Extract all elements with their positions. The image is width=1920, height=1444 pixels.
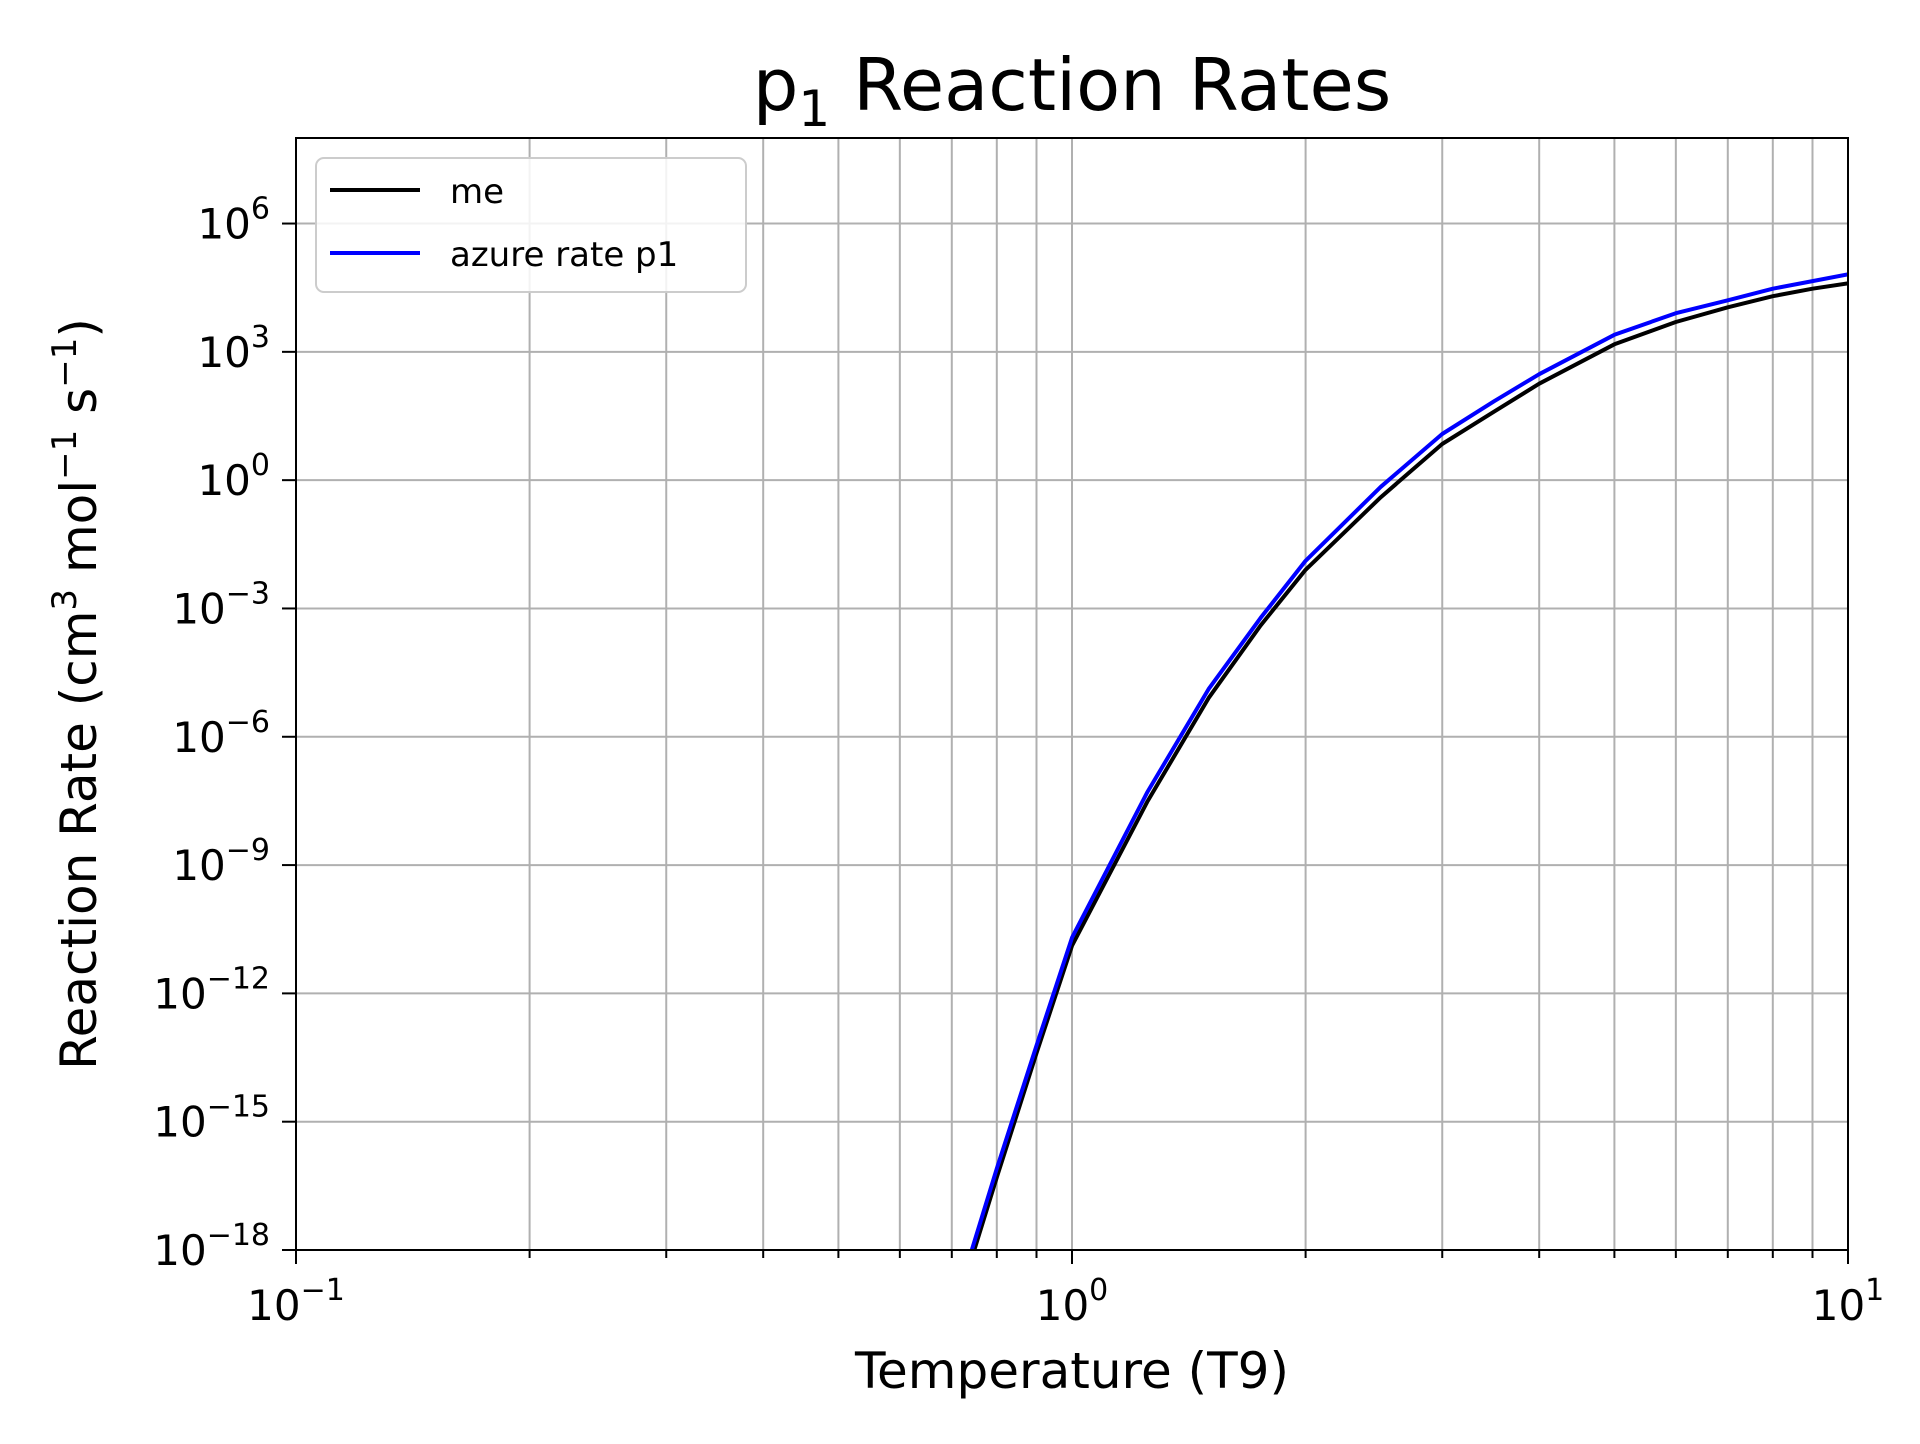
y-tick-label: 10−3	[172, 576, 270, 633]
x-tick-labels: 10−1 100 101	[247, 1273, 1884, 1330]
y-tick-label: 10−9	[172, 833, 270, 890]
legend-label-me: me	[450, 172, 504, 212]
y-tick-label: 10−18	[153, 1218, 270, 1275]
y-axis-label: Reaction Rate (cm3 mol−1 s−1)	[45, 318, 108, 1070]
legend-label-azure-rate-p1: azure rate p1	[450, 235, 678, 275]
y-tick-label: 10−12	[153, 961, 270, 1018]
x-tick-label: 101	[1812, 1273, 1885, 1330]
y-tick-label: 10−6	[172, 705, 270, 762]
chart-title-subscript: 1	[798, 80, 830, 138]
chart-title: p1 Reaction Rates	[753, 43, 1392, 138]
legend-box	[315, 157, 747, 293]
series-line-azure-rate-p1	[969, 272, 1848, 1250]
x-tick-label: 100	[1036, 1273, 1109, 1330]
x-tick-label: 10−1	[247, 1273, 345, 1330]
y-tick-label: 106	[197, 192, 270, 249]
series-lines	[969, 272, 1848, 1250]
x-axis-label: Temperature (T9)	[854, 1342, 1289, 1400]
axis-ticks	[282, 222, 1849, 1264]
y-tick-label: 10−15	[153, 1090, 270, 1147]
plot-frame	[295, 137, 1849, 1251]
y-tick-labels: 106 103 100 10−3 10−6 10−9 10−12 10−15 10−18	[153, 192, 270, 1275]
y-tick-label: 103	[197, 320, 270, 377]
series-line-me	[972, 281, 1848, 1250]
grid-lines	[295, 138, 1849, 1251]
y-tick-label: 100	[197, 448, 270, 505]
legend: me azure rate p1	[315, 157, 747, 293]
